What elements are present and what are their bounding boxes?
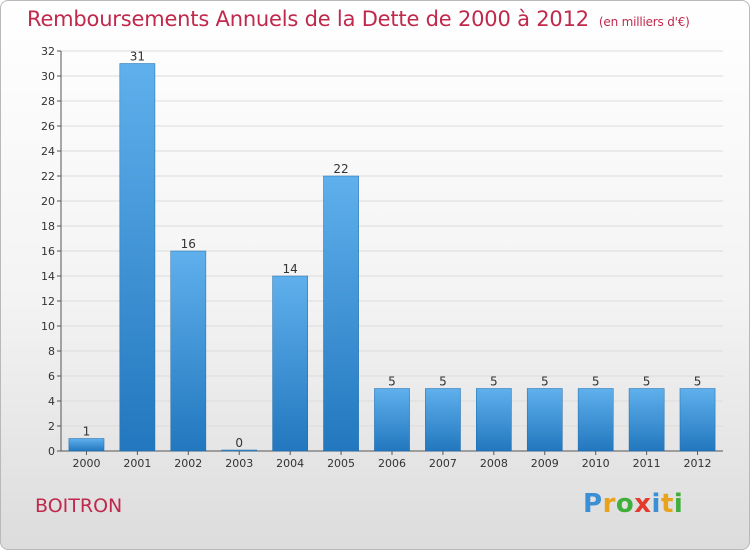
x-tick-label-2010: 2010 — [582, 457, 610, 470]
data-label-2011: 5 — [643, 375, 651, 389]
x-tick-label-2011: 2011 — [633, 457, 661, 470]
y-tick-label: 12 — [41, 295, 55, 308]
x-tick-label-2008: 2008 — [480, 457, 508, 470]
data-labels: 1 31 16 0 14 22 5 5 5 5 5 5 5 — [83, 50, 702, 451]
x-tick-label-2004: 2004 — [276, 457, 304, 470]
chart-title: Remboursements Annuels de la Dette de 20… — [27, 7, 690, 31]
y-tick-label: 32 — [41, 45, 55, 58]
x-tick-label-2000: 2000 — [72, 457, 100, 470]
bar-2011 — [628, 388, 665, 452]
y-tick-label: 30 — [41, 70, 55, 83]
data-label-2004: 14 — [283, 262, 298, 276]
x-tick-label-2012: 2012 — [684, 457, 712, 470]
data-label-2008: 5 — [490, 375, 498, 389]
bar-2000 — [68, 438, 105, 452]
bars — [68, 63, 716, 452]
y-tick-label: 20 — [41, 195, 55, 208]
y-tick-label: 24 — [41, 145, 55, 158]
data-label-2005: 22 — [333, 162, 348, 176]
bar-2001 — [119, 63, 156, 452]
y-tick-label: 14 — [41, 270, 55, 283]
data-label-2000: 1 — [83, 425, 91, 439]
y-tick-label: 26 — [41, 120, 55, 133]
x-tick-label-2002: 2002 — [174, 457, 202, 470]
x-tick-label-2003: 2003 — [225, 457, 253, 470]
bar-2002 — [170, 250, 207, 452]
logo-letter: r — [602, 489, 616, 519]
bar-2007 — [425, 388, 461, 452]
y-tick-label: 2 — [48, 420, 55, 433]
y-tick-label: 8 — [48, 345, 55, 358]
bar-2012 — [679, 388, 716, 452]
bar-2008 — [476, 388, 512, 452]
commune-name: BOITRON — [35, 495, 123, 517]
logo-letter: P — [583, 489, 603, 519]
bar-2010 — [577, 388, 614, 452]
y-tick-label: 16 — [41, 245, 55, 258]
data-label-2010: 5 — [592, 375, 600, 389]
data-label-2002: 16 — [181, 237, 196, 251]
y-tick-label: 10 — [41, 320, 55, 333]
y-tick-label: 18 — [41, 220, 55, 233]
logo-letter: o — [615, 489, 635, 519]
title-unit: (en milliers d'€) — [598, 15, 690, 29]
data-label-2012: 5 — [694, 375, 702, 389]
data-label-2009: 5 — [541, 375, 549, 389]
proxiti-logo[interactable]: Proxiti — [583, 489, 683, 519]
bar-2004 — [272, 275, 308, 452]
bar-2005 — [323, 175, 359, 452]
x-tick-label-2005: 2005 — [327, 457, 355, 470]
logo-letter: t — [660, 489, 674, 519]
x-tick-label-2006: 2006 — [378, 457, 406, 470]
x-tick-labels: 2000 2001 2002 2003 2004 2005 2006 2007 2008 2009… — [72, 457, 711, 470]
bar-2009 — [526, 388, 563, 452]
bar-2006 — [374, 388, 410, 452]
logo-letter: i — [651, 489, 661, 519]
data-label-2006: 5 — [388, 375, 396, 389]
x-tick-label-2001: 2001 — [123, 457, 151, 470]
data-label-2007: 5 — [439, 375, 447, 389]
x-tick-label-2007: 2007 — [429, 457, 457, 470]
title-text: Remboursements Annuels de la Dette de 20… — [27, 7, 589, 31]
y-tick-label: 22 — [41, 170, 55, 183]
data-label-2003: 0 — [235, 436, 243, 450]
x-tick-label-2009: 2009 — [531, 457, 559, 470]
bar-2003 — [221, 449, 258, 452]
logo-letter: x — [634, 489, 652, 519]
y-tick-label: 28 — [41, 95, 55, 108]
y-tick-label: 0 — [48, 445, 55, 458]
y-tick-label: 6 — [48, 370, 55, 383]
logo-letter: i — [673, 489, 684, 519]
y-tick-label: 4 — [48, 395, 55, 408]
data-label-2001: 31 — [130, 50, 145, 64]
